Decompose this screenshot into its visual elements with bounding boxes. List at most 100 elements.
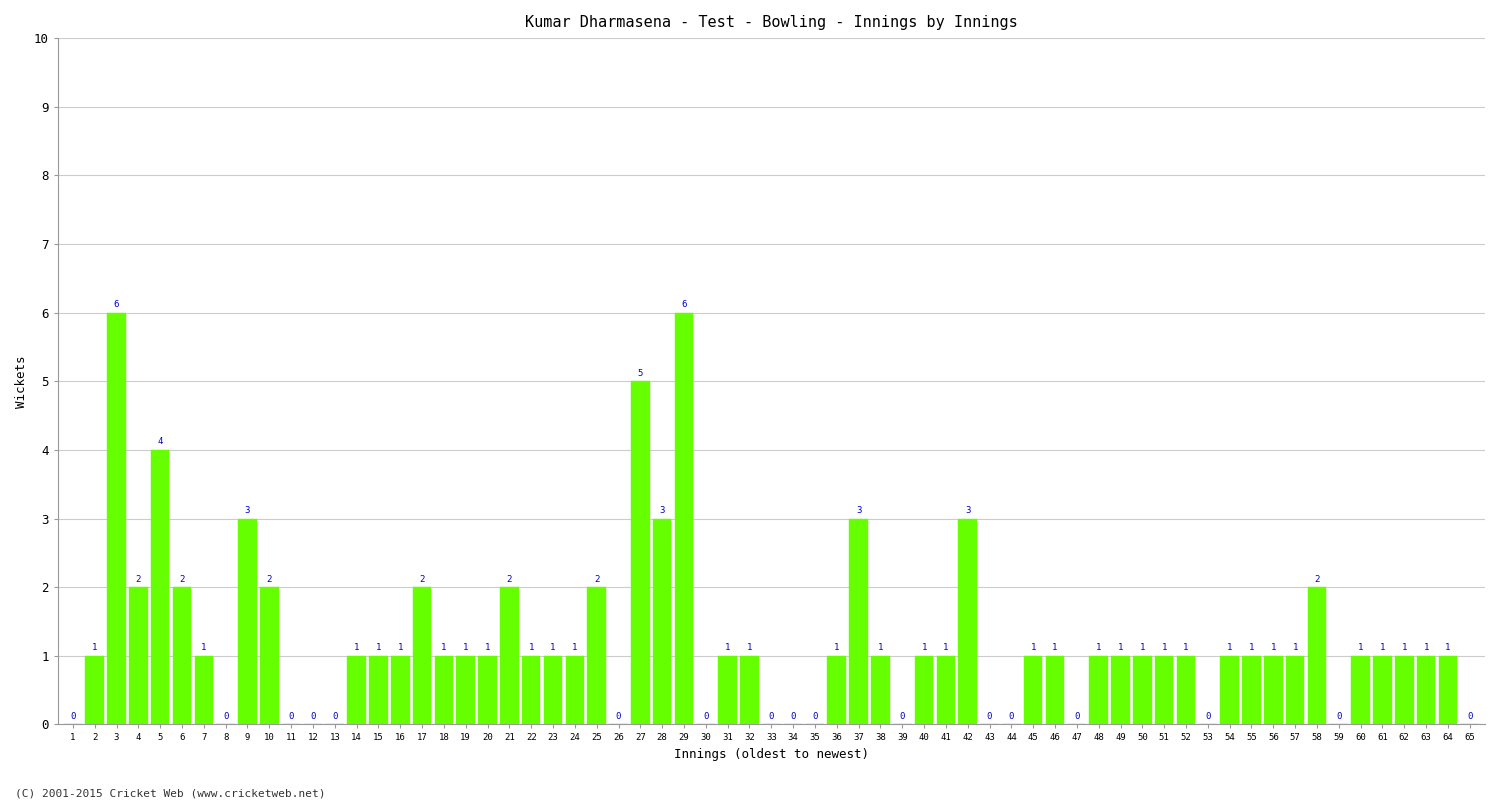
Text: 1: 1 [1118, 643, 1124, 652]
Bar [152, 450, 170, 725]
Text: 1: 1 [92, 643, 98, 652]
Text: 0: 0 [704, 712, 708, 721]
Bar [544, 656, 562, 725]
Bar [413, 587, 432, 725]
Title: Kumar Dharmasena - Test - Bowling - Innings by Innings: Kumar Dharmasena - Test - Bowling - Inni… [525, 15, 1017, 30]
Text: 2: 2 [1314, 574, 1320, 584]
Bar [435, 656, 453, 725]
Bar [1155, 656, 1173, 725]
Bar [1372, 656, 1392, 725]
Bar [740, 656, 759, 725]
Bar [632, 382, 650, 725]
Text: 1: 1 [1401, 643, 1407, 652]
Bar [1132, 656, 1152, 725]
Text: 0: 0 [224, 712, 228, 721]
Text: 0: 0 [900, 712, 904, 721]
Text: 2: 2 [135, 574, 141, 584]
Bar [1112, 656, 1130, 725]
Y-axis label: Wickets: Wickets [15, 355, 28, 407]
Text: 0: 0 [1074, 712, 1080, 721]
Bar [871, 656, 889, 725]
Bar [828, 656, 846, 725]
Text: 1: 1 [747, 643, 752, 652]
Text: 6: 6 [681, 300, 687, 310]
Text: 0: 0 [70, 712, 75, 721]
Text: 1: 1 [1140, 643, 1144, 652]
Text: (C) 2001-2015 Cricket Web (www.cricketweb.net): (C) 2001-2015 Cricket Web (www.cricketwe… [15, 788, 326, 798]
Text: 0: 0 [1204, 712, 1210, 721]
Text: 2: 2 [594, 574, 600, 584]
Bar [260, 587, 279, 725]
Text: 3: 3 [660, 506, 664, 515]
Bar [652, 518, 672, 725]
Bar [915, 656, 933, 725]
Bar [500, 587, 519, 725]
Text: 1: 1 [354, 643, 360, 652]
Text: 1: 1 [441, 643, 447, 652]
Text: 1: 1 [1270, 643, 1276, 652]
Bar [1089, 656, 1108, 725]
Bar [588, 587, 606, 725]
Bar [348, 656, 366, 725]
Text: 2: 2 [267, 574, 272, 584]
Bar [522, 656, 540, 725]
Text: 1: 1 [375, 643, 381, 652]
Text: 1: 1 [572, 643, 578, 652]
Bar [478, 656, 496, 725]
Bar [129, 587, 147, 725]
Text: 0: 0 [768, 712, 774, 721]
Text: 2: 2 [420, 574, 424, 584]
Text: 0: 0 [813, 712, 818, 721]
Text: 1: 1 [1424, 643, 1430, 652]
Bar [1221, 656, 1239, 725]
Text: 1: 1 [398, 643, 404, 652]
Text: 1: 1 [1227, 643, 1233, 652]
Text: 4: 4 [158, 438, 164, 446]
Text: 0: 0 [1008, 712, 1014, 721]
Text: 1: 1 [1184, 643, 1188, 652]
Bar [1352, 656, 1370, 725]
Text: 1: 1 [1358, 643, 1364, 652]
Bar [936, 656, 956, 725]
Text: 3: 3 [244, 506, 250, 515]
Text: 5: 5 [638, 369, 644, 378]
Bar [238, 518, 256, 725]
Bar [566, 656, 584, 725]
Text: 1: 1 [944, 643, 948, 652]
Text: 0: 0 [332, 712, 338, 721]
Bar [86, 656, 104, 725]
Bar [172, 587, 192, 725]
Bar [1024, 656, 1042, 725]
Bar [1418, 656, 1436, 725]
Text: 1: 1 [1444, 643, 1450, 652]
Text: 1: 1 [464, 643, 468, 652]
Bar [718, 656, 736, 725]
Text: 2: 2 [507, 574, 512, 584]
Bar [195, 656, 213, 725]
Bar [1242, 656, 1260, 725]
Bar [849, 518, 868, 725]
Bar [1308, 587, 1326, 725]
Text: 1: 1 [484, 643, 490, 652]
Bar [1176, 656, 1196, 725]
Text: 0: 0 [1336, 712, 1341, 721]
Bar [456, 656, 476, 725]
Text: 1: 1 [1030, 643, 1036, 652]
Text: 1: 1 [878, 643, 884, 652]
Bar [392, 656, 410, 725]
Text: 1: 1 [1293, 643, 1298, 652]
Text: 3: 3 [856, 506, 861, 515]
Text: 1: 1 [1380, 643, 1384, 652]
Text: 3: 3 [964, 506, 970, 515]
Text: 6: 6 [114, 300, 118, 310]
Text: 1: 1 [550, 643, 555, 652]
Text: 1: 1 [1096, 643, 1101, 652]
Text: 0: 0 [1467, 712, 1473, 721]
X-axis label: Innings (oldest to newest): Innings (oldest to newest) [674, 748, 868, 761]
Text: 0: 0 [616, 712, 621, 721]
Bar [1286, 656, 1305, 725]
Bar [1264, 656, 1282, 725]
Text: 1: 1 [201, 643, 207, 652]
Bar [1395, 656, 1413, 725]
Bar [106, 313, 126, 725]
